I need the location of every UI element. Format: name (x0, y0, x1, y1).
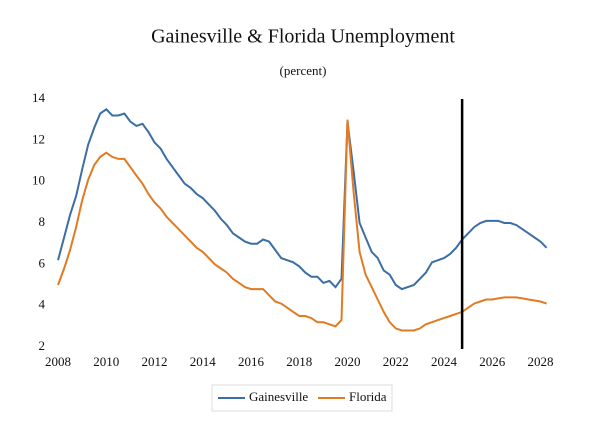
legend-label: Florida (349, 389, 387, 404)
x-tick-label: 2026 (479, 354, 506, 369)
y-tick-label: 10 (32, 173, 45, 188)
legend-box (211, 384, 393, 412)
chart-title: Gainesville & Florida Unemployment (151, 26, 455, 48)
y-tick-label: 14 (32, 90, 46, 105)
x-tick-label: 2010 (93, 354, 119, 369)
x-tick-label: 2016 (238, 354, 265, 369)
x-tick-label: 2008 (45, 354, 71, 369)
chart-subtitle: (percent) (280, 63, 327, 78)
y-tick-label: 4 (39, 297, 46, 312)
series-line (57, 107, 548, 291)
x-tick-label: 2012 (142, 354, 168, 369)
x-tick-label: 2020 (335, 354, 361, 369)
x-tick-label: 2018 (286, 354, 312, 369)
x-tick-label: 2014 (190, 354, 217, 369)
legend-label: Gainesville (249, 389, 308, 404)
y-tick-label: 6 (39, 255, 46, 270)
x-tick-label: 2024 (431, 354, 458, 369)
y-tick-label: 8 (39, 214, 46, 229)
y-tick-label: 12 (32, 131, 45, 146)
y-tick-label: 2 (39, 338, 46, 353)
x-tick-label: 2022 (383, 354, 409, 369)
x-tick-label: 2028 (528, 354, 554, 369)
series-line (57, 119, 547, 332)
